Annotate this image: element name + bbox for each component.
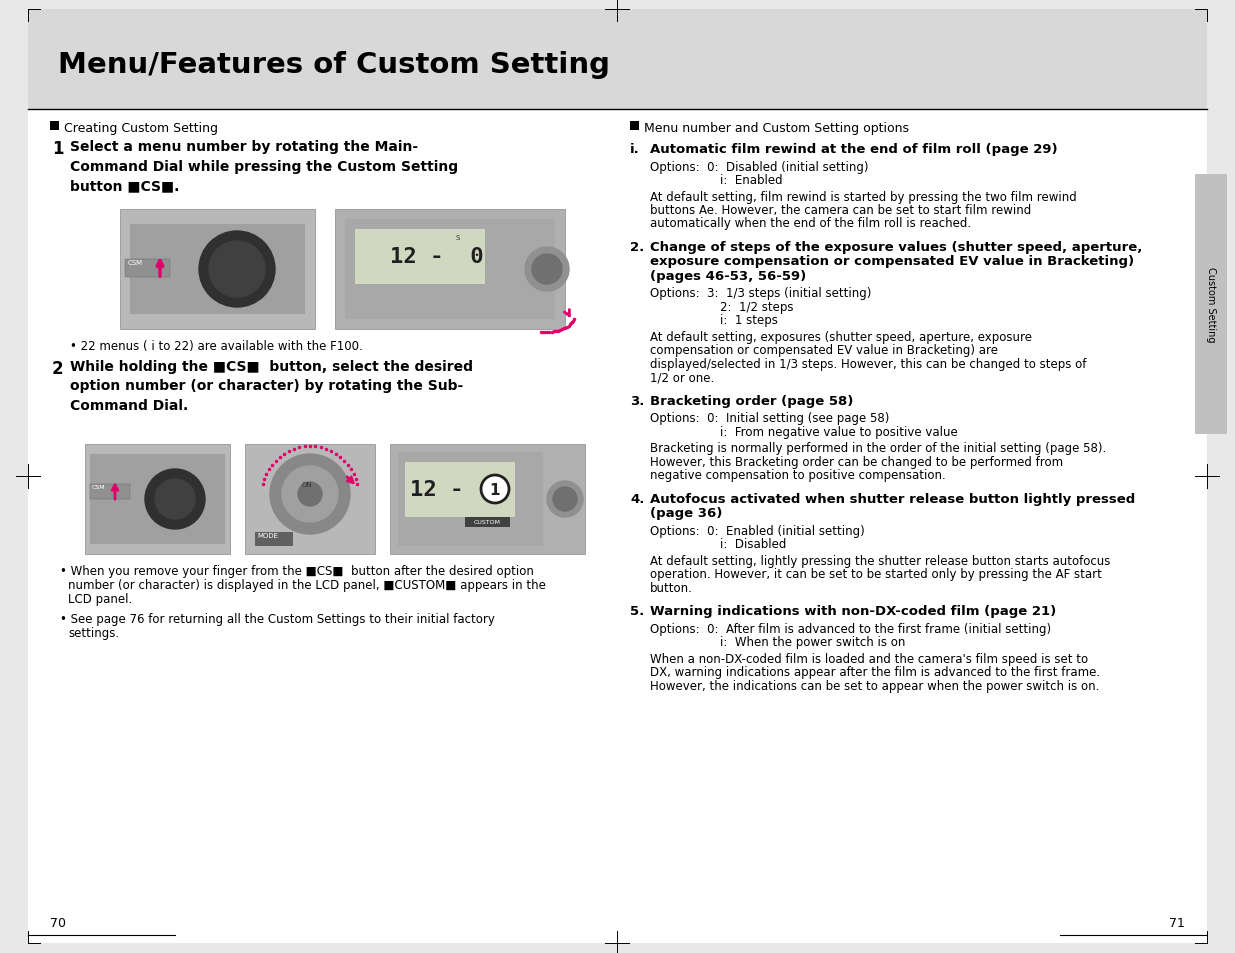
Text: (page 36): (page 36) [650, 507, 722, 520]
Text: CUSTOM: CUSTOM [473, 520, 500, 525]
Circle shape [156, 479, 195, 519]
Text: DX, warning indications appear after the film is advanced to the first frame.: DX, warning indications appear after the… [650, 666, 1100, 679]
Bar [90, 455, 225, 544]
Text: 3.: 3. [630, 395, 645, 408]
Text: 1: 1 [490, 483, 500, 498]
Text: 2.: 2. [630, 241, 645, 253]
Text: negative compensation to positive compensation.: negative compensation to positive compen… [650, 469, 946, 482]
Text: Options:  3:  1/3 steps (initial setting): Options: 3: 1/3 steps (initial setting) [650, 287, 872, 300]
Text: ON: ON [303, 481, 312, 488]
Text: LCD panel.: LCD panel. [68, 593, 132, 605]
Text: Options:  0:  Enabled (initial setting): Options: 0: Enabled (initial setting) [650, 524, 864, 537]
Bar [466, 517, 510, 527]
Text: 71: 71 [1170, 917, 1186, 929]
Text: i:  Enabled: i: Enabled [720, 173, 783, 187]
Bar [1195, 174, 1228, 435]
Text: Bracketing is normally performed in the order of the initial setting (page 58).: Bracketing is normally performed in the … [650, 442, 1107, 455]
Text: 2:  1/2 steps: 2: 1/2 steps [720, 301, 794, 314]
Circle shape [209, 242, 266, 297]
Text: (pages 46-53, 56-59): (pages 46-53, 56-59) [650, 270, 806, 283]
Bar [254, 533, 293, 546]
Text: Bracketing order (page 58): Bracketing order (page 58) [650, 395, 853, 408]
Bar [405, 462, 515, 517]
Text: Options:  0:  After film is advanced to the first frame (initial setting): Options: 0: After film is advanced to th… [650, 622, 1051, 636]
Text: operation. However, it can be set to be started only by pressing the AF start: operation. However, it can be set to be … [650, 568, 1102, 581]
Bar [345, 220, 555, 319]
Text: • 22 menus ( i to 22) are available with the F100.: • 22 menus ( i to 22) are available with… [70, 339, 363, 353]
Circle shape [525, 248, 569, 292]
Bar [90, 484, 130, 499]
Text: Autofocus activated when shutter release button lightly pressed: Autofocus activated when shutter release… [650, 493, 1135, 505]
Text: Creating Custom Setting: Creating Custom Setting [64, 122, 219, 135]
Bar [398, 453, 543, 546]
Bar [354, 230, 485, 285]
Text: i:  Disabled: i: Disabled [720, 537, 787, 551]
Bar [245, 444, 375, 555]
Bar [120, 210, 315, 330]
Text: S: S [454, 234, 459, 241]
Circle shape [199, 232, 275, 308]
Circle shape [298, 482, 322, 506]
Text: • See page 76 for returning all the Custom Settings to their initial factory: • See page 76 for returning all the Cust… [61, 613, 495, 625]
Text: CSM: CSM [91, 484, 106, 490]
Text: While holding the ■CS■  button, select the desired
option number (or character) : While holding the ■CS■ button, select th… [70, 359, 473, 413]
Text: At default setting, lightly pressing the shutter release button starts autofocus: At default setting, lightly pressing the… [650, 555, 1110, 567]
Bar [125, 260, 170, 277]
Circle shape [532, 254, 562, 285]
Text: exposure compensation or compensated EV value in Bracketing): exposure compensation or compensated EV … [650, 255, 1134, 268]
Text: i.: i. [630, 143, 640, 156]
Bar [390, 444, 585, 555]
Bar [335, 210, 564, 330]
Text: 1/2 or one.: 1/2 or one. [650, 371, 714, 384]
Text: At default setting, exposures (shutter speed, aperture, exposure: At default setting, exposures (shutter s… [650, 331, 1032, 344]
Text: • When you remove your finger from the ■CS■  button after the desired option: • When you remove your finger from the ■… [61, 564, 534, 578]
Text: settings.: settings. [68, 626, 119, 639]
Text: When a non-DX-coded film is loaded and the camera's film speed is set to: When a non-DX-coded film is loaded and t… [650, 652, 1088, 665]
Text: displayed/selected in 1/3 steps. However, this can be changed to steps of: displayed/selected in 1/3 steps. However… [650, 357, 1087, 371]
Text: Select a menu number by rotating the Main-
Command Dial while pressing the Custo: Select a menu number by rotating the Mai… [70, 140, 458, 193]
Circle shape [144, 470, 205, 530]
Text: Options:  0:  Disabled (initial setting): Options: 0: Disabled (initial setting) [650, 160, 868, 173]
Text: Menu number and Custom Setting options: Menu number and Custom Setting options [643, 122, 909, 135]
Text: At default setting, film rewind is started by pressing the two film rewind: At default setting, film rewind is start… [650, 191, 1077, 203]
Text: buttons Ae. However, the camera can be set to start film rewind: buttons Ae. However, the camera can be s… [650, 204, 1031, 216]
Text: 12 -  0: 12 - 0 [390, 247, 484, 267]
Bar [28, 10, 1207, 110]
Circle shape [270, 455, 350, 535]
Text: However, this Bracketing order can be changed to be performed from: However, this Bracketing order can be ch… [650, 456, 1063, 469]
Bar [630, 122, 638, 131]
Text: i:  When the power switch is on: i: When the power switch is on [720, 636, 905, 649]
Text: number (or character) is displayed in the LCD panel, ■CUSTOM■ appears in the: number (or character) is displayed in th… [68, 578, 546, 592]
Text: CSM: CSM [128, 260, 143, 266]
Text: Warning indications with non-DX-coded film (page 21): Warning indications with non-DX-coded fi… [650, 605, 1056, 618]
Text: button.: button. [650, 581, 693, 595]
Text: Automatic film rewind at the end of film roll (page 29): Automatic film rewind at the end of film… [650, 143, 1057, 156]
Text: Custom Setting: Custom Setting [1207, 267, 1216, 342]
Bar [85, 444, 230, 555]
Text: Menu/Features of Custom Setting: Menu/Features of Custom Setting [58, 51, 610, 79]
Text: 70: 70 [49, 917, 65, 929]
Text: 4.: 4. [630, 493, 645, 505]
Circle shape [547, 481, 583, 517]
Text: 2: 2 [52, 359, 64, 377]
Circle shape [480, 476, 509, 503]
Circle shape [553, 488, 577, 512]
Circle shape [282, 467, 338, 522]
Text: automatically when the end of the film roll is reached.: automatically when the end of the film r… [650, 217, 971, 231]
Text: 12 -: 12 - [410, 479, 463, 499]
Text: i:  From negative value to positive value: i: From negative value to positive value [720, 426, 958, 438]
Text: 5.: 5. [630, 605, 645, 618]
Text: Options:  0:  Initial setting (see page 58): Options: 0: Initial setting (see page 58… [650, 412, 889, 425]
Bar [130, 225, 305, 314]
Text: 1: 1 [52, 140, 63, 158]
Text: However, the indications can be set to appear when the power switch is on.: However, the indications can be set to a… [650, 679, 1099, 692]
Bar [49, 122, 59, 131]
Text: compensation or compensated EV value in Bracketing) are: compensation or compensated EV value in … [650, 344, 998, 357]
Text: Change of steps of the exposure values (shutter speed, aperture,: Change of steps of the exposure values (… [650, 241, 1142, 253]
Text: MODE: MODE [257, 533, 278, 538]
Text: i:  1 steps: i: 1 steps [720, 314, 778, 327]
